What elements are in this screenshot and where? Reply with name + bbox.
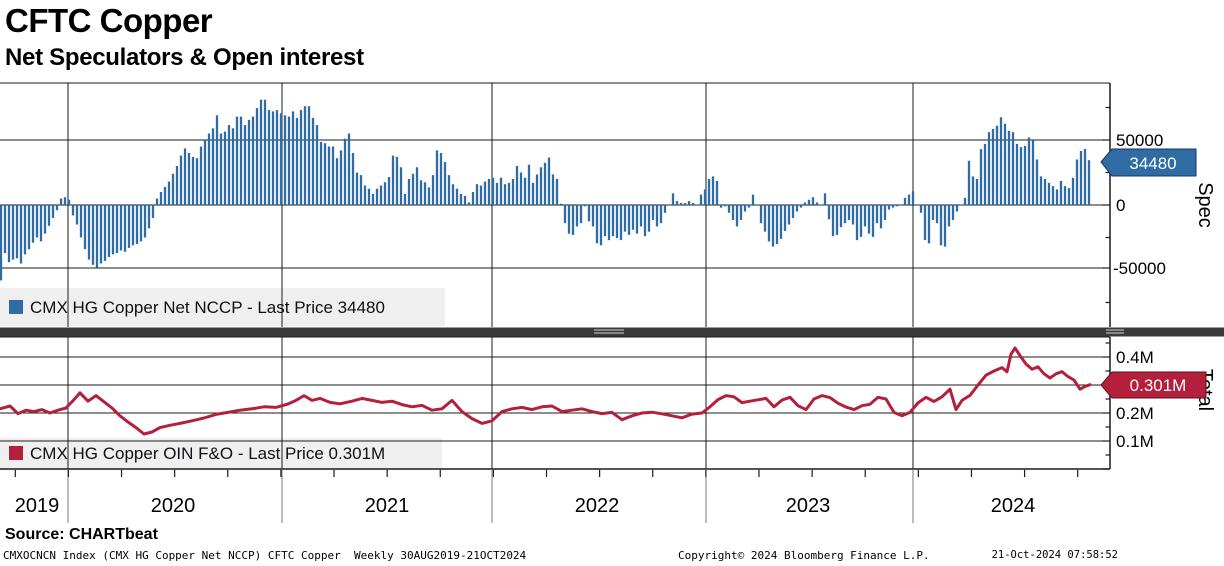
source-line: Source: CHARTbeat [5,526,158,544]
footer-index-info: CMXOCNCN Index (CMX HG Copper Net NCCP) … [3,549,526,562]
open-interest-line-series [0,348,1090,434]
chart-canvas: 50000 0 -50000 Spec 34480 0.4M 0.2M 0.1M… [0,0,1224,566]
spec-tick-0: 0 [1116,196,1125,215]
chart-window: CFTC Copper Net Speculators & Open inter… [0,0,1224,566]
spec-last-price-tag: 34480 [1101,149,1196,176]
total-tick-01: 0.1M [1116,432,1154,451]
x-axis-year-labels: 2019 2020 2021 2022 2023 2024 [15,495,1036,517]
legend-swatch-red [9,446,23,460]
terminal-footer: CMXOCNCN Index (CMX HG Copper Net NCCP) … [0,549,1224,565]
legend-label-spec: CMX HG Copper Net NCCP - Last Price 3448… [30,298,385,317]
spec-axis-title: Spec [1194,182,1216,228]
total-tick-02: 0.2M [1116,404,1154,423]
total-last-price-value: 0.301M [1130,376,1187,395]
footer-timestamp: 21-Oct-2024 07:58:52 [992,549,1118,561]
legend-total[interactable]: CMX HG Copper OIN F&O - Last Price 0.301… [9,444,385,463]
year-label-2023: 2023 [786,495,831,517]
year-label-2021: 2021 [365,495,410,517]
spec-tick-50000: 50000 [1116,131,1163,150]
year-label-2020: 2020 [151,495,196,517]
footer-copyright: Copyright© 2024 Bloomberg Finance L.P. [678,549,930,562]
spec-tick-neg50000: -50000 [1113,259,1166,278]
spec-bars-series [0,100,1090,281]
year-label-2022: 2022 [575,495,620,517]
total-tick-04: 0.4M [1116,348,1154,367]
legend-swatch-blue [9,300,23,314]
panel-separator [0,328,1224,337]
legend-label-total: CMX HG Copper OIN F&O - Last Price 0.301… [30,444,385,463]
year-label-2019: 2019 [15,495,60,517]
spec-last-price-value: 34480 [1129,154,1176,173]
year-label-2024: 2024 [991,495,1036,517]
legend-spec[interactable]: CMX HG Copper Net NCCP - Last Price 3448… [9,298,385,317]
total-last-price-tag: 0.301M [1101,372,1206,398]
